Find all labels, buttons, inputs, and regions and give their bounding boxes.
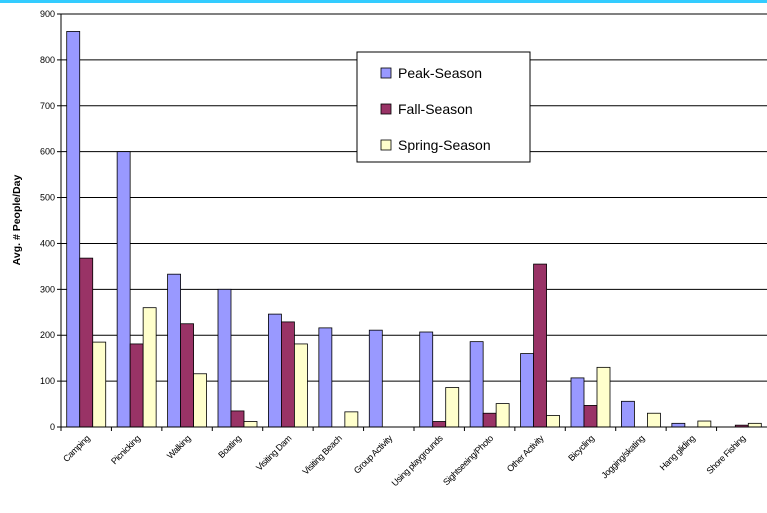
y-tick-label: 900	[40, 9, 55, 19]
bar-spring-season	[445, 387, 460, 428]
bar-spring-season	[243, 421, 258, 428]
x-tick-label: Group Activity	[352, 433, 395, 476]
y-tick-label: 700	[40, 101, 55, 111]
legend-swatch	[380, 103, 392, 115]
bar-peak-season	[116, 151, 131, 428]
bar-peak-season	[469, 341, 484, 428]
x-tick-label: Using playgrounds	[390, 433, 446, 489]
x-tick-label: Shore Fishing	[705, 433, 748, 476]
bar-peak-season	[217, 288, 232, 428]
bar-fall-season	[180, 323, 194, 428]
y-tick-label: 400	[40, 238, 55, 248]
x-tick-label: Visiting Dam	[254, 433, 293, 472]
legend-label: Peak-Season	[398, 65, 482, 81]
bar-peak-season	[419, 331, 434, 428]
bar-peak-season	[268, 313, 282, 428]
y-tick-label: 200	[40, 330, 55, 340]
bar-peak-season	[621, 400, 635, 428]
bar-peak-season	[520, 353, 534, 428]
legend: Peak-Season Fall-Season Spring-Season	[356, 51, 531, 163]
bar-spring-season	[294, 343, 308, 428]
x-tick-label: Hang gliding	[658, 433, 697, 472]
y-tick-labels: 0 100 200 300 400 500 600 700 800 900	[40, 9, 61, 432]
x-tick-label: Picnicking	[109, 433, 142, 466]
y-tick-label: 100	[40, 376, 55, 386]
legend-label: Fall-Season	[398, 101, 473, 117]
window-top-border	[0, 0, 767, 3]
bar-peak-season	[167, 273, 181, 428]
x-tick-label: Walking	[165, 433, 193, 461]
y-tick-label: 0	[50, 422, 55, 432]
bar-peak-season	[66, 31, 81, 428]
bar-fall-season	[129, 343, 144, 428]
y-axis-label: Avg. # People/Day	[11, 175, 23, 266]
bar-spring-season	[697, 420, 712, 428]
legend-swatch	[380, 67, 392, 79]
x-tick-label: Other Activity	[505, 433, 546, 474]
bar-spring-season	[344, 411, 359, 428]
bar-spring-season	[546, 415, 560, 428]
bar-peak-season	[671, 422, 686, 428]
bar-spring-season	[142, 307, 157, 428]
y-tick-label: 800	[40, 55, 55, 65]
x-tick-label: Visiting Beach	[300, 433, 344, 477]
legend-swatch	[380, 139, 392, 151]
x-tick-label: Sightseeing/Photo	[441, 433, 495, 487]
bar-fall-season	[533, 263, 547, 428]
x-tick-label: Jogging/skating	[599, 433, 646, 480]
legend-label: Spring-Season	[398, 137, 491, 153]
bar-spring-season	[596, 366, 611, 428]
bar-fall-season	[583, 405, 598, 428]
bar-fall-season	[432, 421, 447, 428]
bar-spring-season	[495, 403, 510, 428]
bar-peak-season	[570, 377, 585, 428]
y-tick-label: 500	[40, 193, 55, 203]
bar-spring-season	[193, 373, 207, 428]
x-tick-labels: Camping Picnicking Walking Boating Visiting …	[60, 427, 748, 489]
bar-peak-season	[368, 329, 383, 428]
bar-peak-season	[318, 327, 333, 428]
bar-spring-season	[92, 341, 107, 428]
bar-fall-season	[79, 257, 94, 428]
bar-spring-season	[747, 422, 762, 428]
bar-spring-season	[647, 412, 661, 428]
y-tick-label: 600	[40, 147, 55, 157]
bar-fall-season	[281, 321, 295, 428]
x-tick-label: Bicycling	[566, 433, 596, 463]
bars-layer	[66, 31, 762, 428]
x-tick-label: Camping	[61, 433, 92, 464]
bar-fall-season	[482, 412, 497, 428]
gridlines	[61, 13, 767, 382]
x-tick-label: Boating	[216, 433, 243, 460]
bar-fall-season	[230, 410, 245, 428]
y-tick-label: 300	[40, 284, 55, 294]
